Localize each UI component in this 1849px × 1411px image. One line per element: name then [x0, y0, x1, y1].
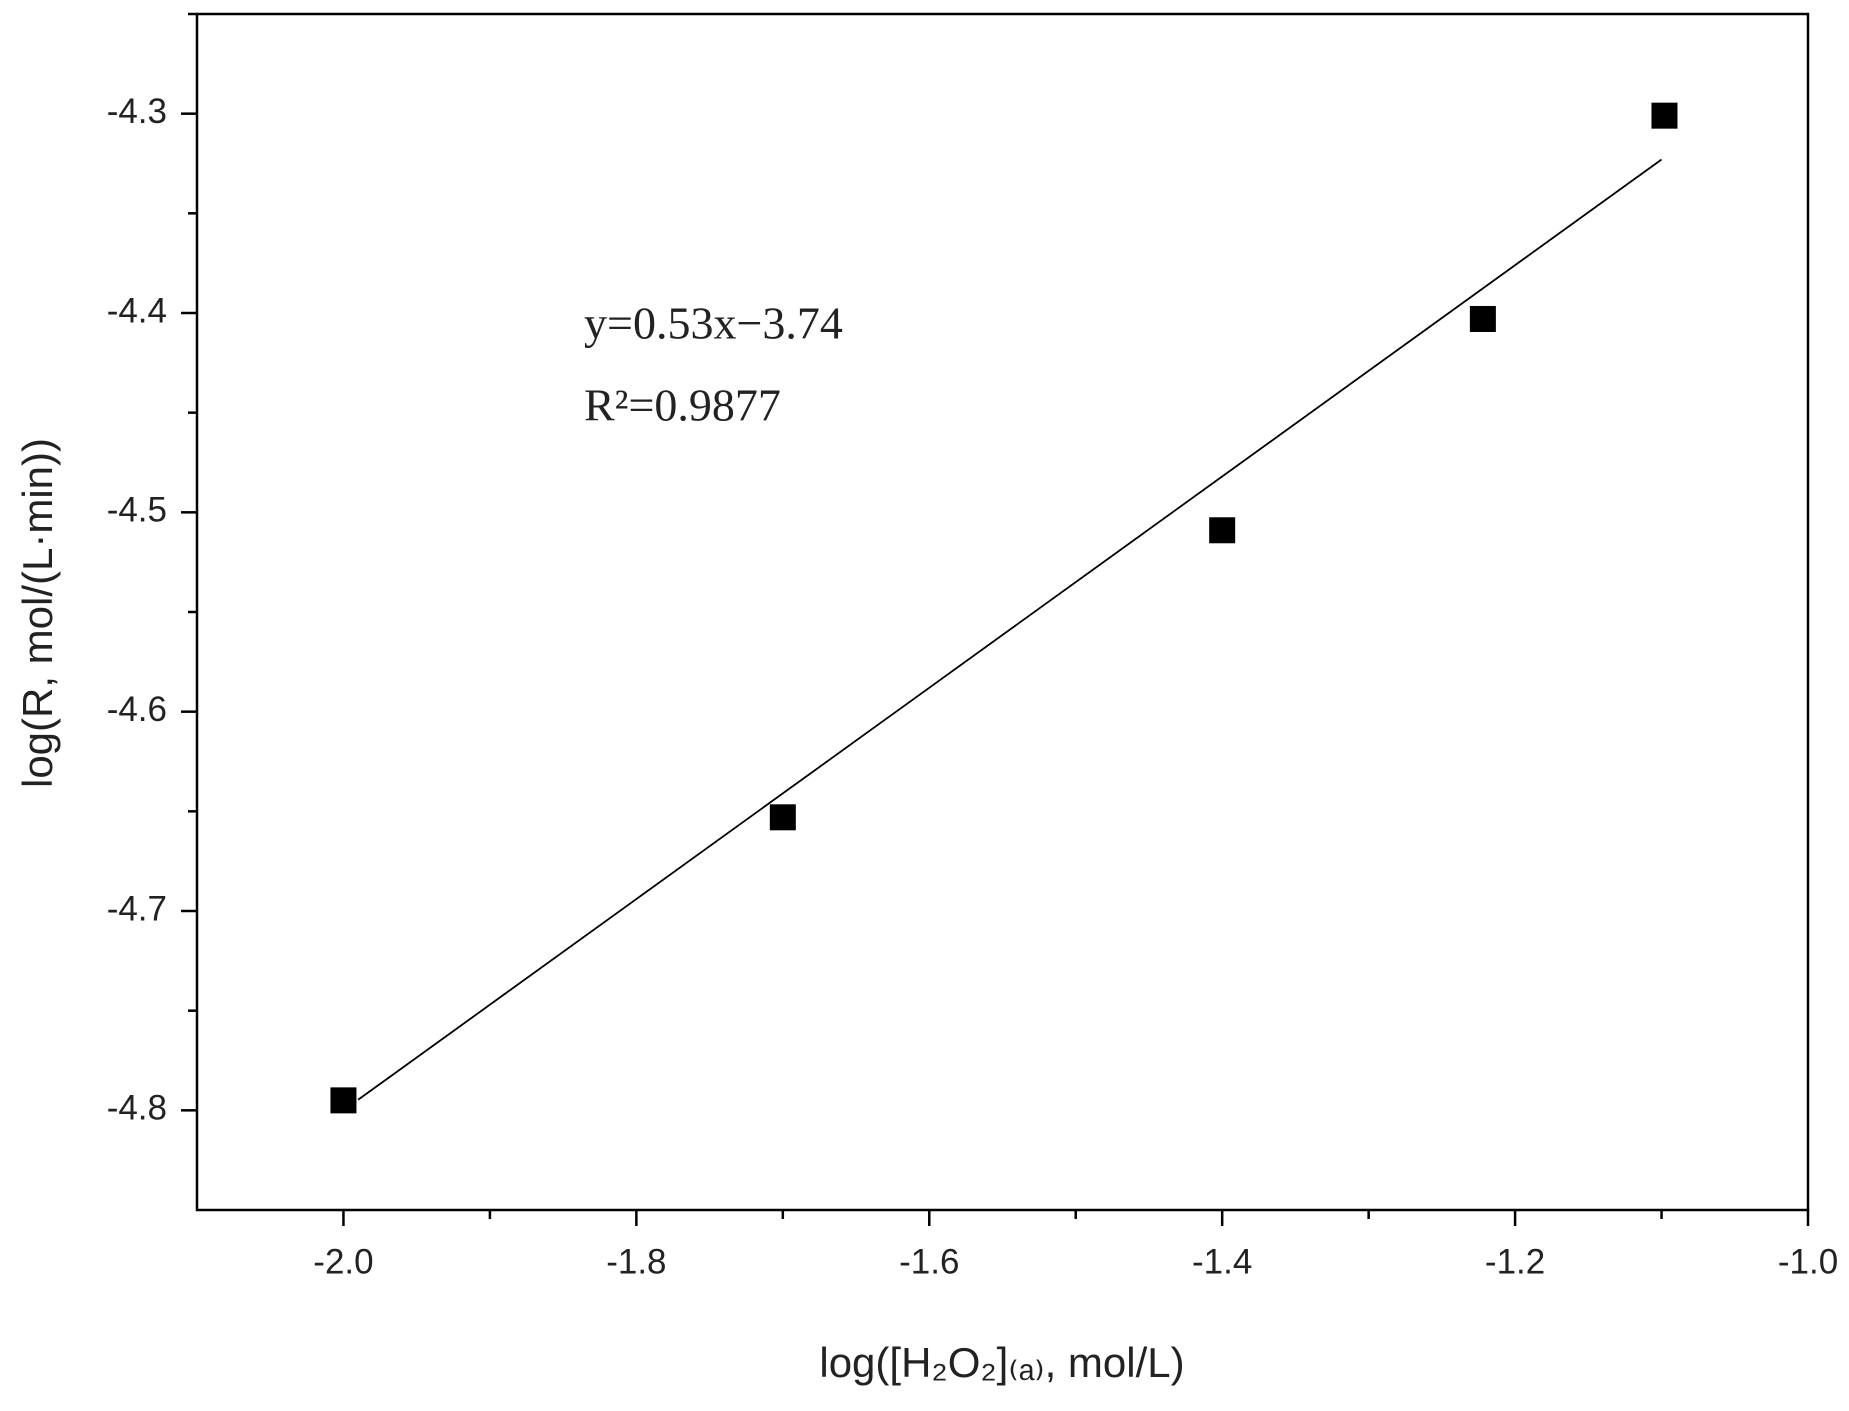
- data-point: [1469, 305, 1496, 332]
- data-point: [769, 804, 796, 831]
- r-squared: R²=0.9877: [584, 380, 781, 431]
- plot-frame: [195, 12, 1810, 1212]
- y-tick-label: -4.7: [107, 889, 167, 928]
- x-tick-label: -1.8: [606, 1242, 666, 1281]
- y-tick-label: -4.5: [107, 491, 167, 530]
- data-point: [330, 1087, 357, 1114]
- y-axis-label: log(R, mol/(L·min)): [14, 438, 61, 788]
- x-tick-label: -1.0: [1778, 1242, 1838, 1281]
- y-tick-label: -4.4: [107, 291, 167, 330]
- y-tick-label: -4.8: [107, 1089, 167, 1128]
- x-tick-label: -2.0: [313, 1242, 373, 1281]
- y-tick-label: -4.6: [107, 690, 167, 729]
- fit-equation: y=0.53x−3.74: [584, 298, 843, 349]
- y-tick-label: -4.3: [107, 92, 167, 131]
- x-tick-label: -1.2: [1485, 1242, 1545, 1281]
- fit-line: [357, 158, 1663, 1101]
- x-tick-label: -1.6: [899, 1242, 959, 1281]
- x-axis-label: log([H₂O₂]₍ₐ₎, mol/L): [819, 1339, 1184, 1386]
- data-point: [1209, 517, 1236, 544]
- x-tick-label: -1.4: [1192, 1242, 1252, 1281]
- data-point: [1651, 102, 1678, 129]
